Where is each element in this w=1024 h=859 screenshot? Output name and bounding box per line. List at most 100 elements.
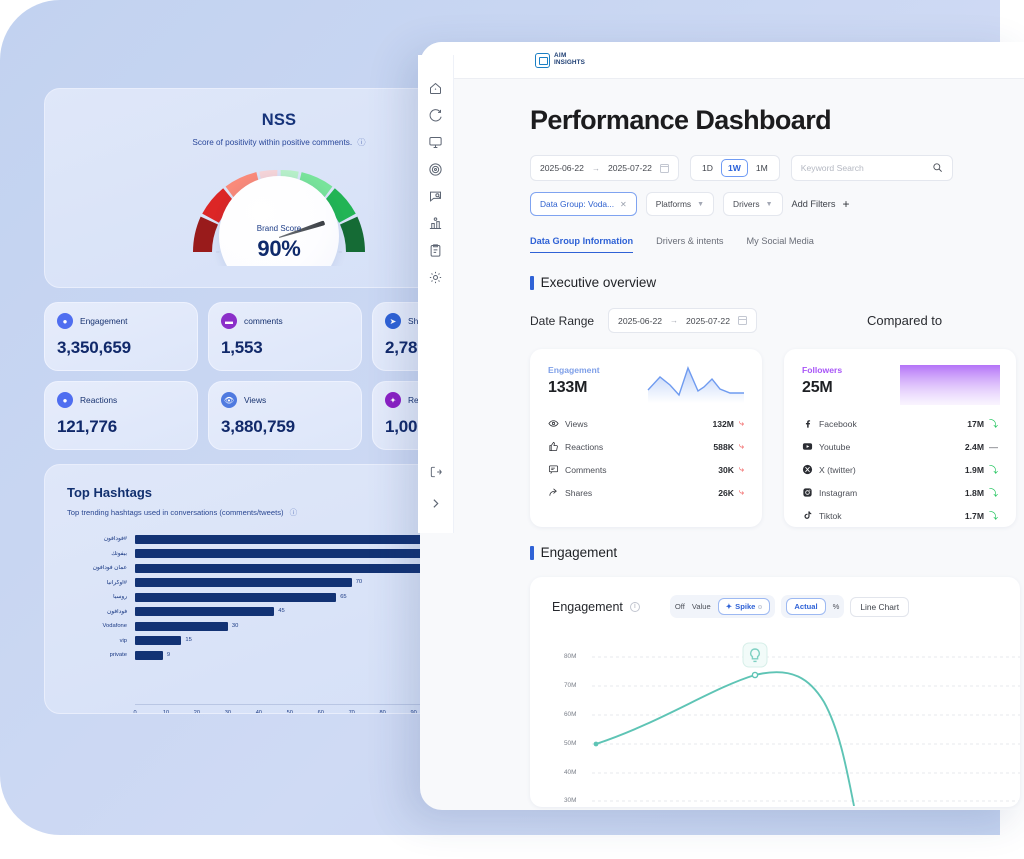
list-item[interactable]: X (twitter) 1.9M ⤵ xyxy=(802,458,998,481)
metric-tile-views[interactable]: 👁 Views 3,880,759 xyxy=(208,381,362,450)
info-icon[interactable]: ⓘ xyxy=(289,508,298,517)
bar-track: 30 xyxy=(135,619,491,634)
control-off[interactable]: Off xyxy=(674,602,685,611)
bar-fill[interactable] xyxy=(135,549,445,558)
add-filters-label: Add Filters xyxy=(791,199,836,209)
home-icon[interactable] xyxy=(425,77,447,99)
date-arrow: → xyxy=(591,163,600,173)
chevron-down-icon[interactable]: ▼ xyxy=(697,200,705,208)
metric-tile-reactions[interactable]: ● Reactions 121,776 xyxy=(44,381,198,450)
bar-fill[interactable] xyxy=(135,636,182,645)
trend-down-icon: ⤷ xyxy=(738,487,744,497)
calendar-icon[interactable] xyxy=(737,316,748,325)
list-item[interactable]: Reactions 588K ⤷ xyxy=(548,435,744,458)
calendar-icon[interactable] xyxy=(659,163,670,173)
engagement-line-chart: 80M 70M 60M 50M 40M 30M xyxy=(552,636,1020,807)
chip-drivers[interactable]: Drivers ▼ xyxy=(723,192,783,216)
gear-icon[interactable] xyxy=(425,266,447,288)
overview-date-end[interactable]: 2025-07-22 xyxy=(686,315,730,326)
info-icon[interactable]: ⓘ xyxy=(357,138,366,147)
control-value[interactable]: Value xyxy=(691,602,711,611)
range-option-1w[interactable]: 1W xyxy=(720,159,748,177)
date-arrow: → xyxy=(670,316,679,325)
bar-fill[interactable] xyxy=(135,607,275,616)
chip-data-group-label: Data Group: Voda... xyxy=(540,199,615,209)
chip-data-group[interactable]: Data Group: Voda... ✕ xyxy=(530,192,637,216)
date-end[interactable]: 2025-07-22 xyxy=(607,163,652,173)
metric-label: Reactions xyxy=(80,395,118,405)
list-item[interactable]: Tiktok 1.7M ⤵ xyxy=(802,504,998,527)
plus-icon[interactable]: + xyxy=(842,197,850,211)
list-item[interactable]: Facebook 17M ⤵ xyxy=(802,412,998,435)
add-filters-button[interactable]: Add Filters + xyxy=(792,197,850,211)
chart-type-select[interactable]: Line Chart xyxy=(850,596,910,617)
metric-head: 👁 Views xyxy=(221,392,349,408)
metric-tile-engagement[interactable]: ● Engagement 3,350,659 xyxy=(44,302,198,371)
bar-fill[interactable] xyxy=(135,592,337,602)
search-input[interactable]: Keyword Search xyxy=(790,155,953,181)
trend-up-icon: ⤵ xyxy=(988,511,998,521)
date-start[interactable]: 2025-06-22 xyxy=(540,163,584,173)
chevron-right-icon[interactable] xyxy=(425,492,447,514)
range-segmented-control[interactable]: 1D 1W 1M xyxy=(689,155,780,181)
spike-icon: ✦ xyxy=(725,602,733,611)
list-item[interactable]: Views 132M ⤷ xyxy=(548,412,744,435)
overview-date-start[interactable]: 2025-06-22 xyxy=(618,315,663,326)
metric-value: 121,776 xyxy=(57,417,118,436)
trend-up-icon: ⤵ xyxy=(988,419,998,429)
list-item-name: Instagram xyxy=(819,487,858,498)
actual-percent-group[interactable]: Actual % xyxy=(781,595,845,618)
bar-fill[interactable] xyxy=(135,650,163,660)
list-item[interactable]: Shares 26K ⤷ xyxy=(548,481,744,504)
app-topbar: AIM INSIGHTS xyxy=(420,42,1024,79)
bar-fill[interactable] xyxy=(135,578,352,587)
overview-date-range-picker[interactable]: 2025-06-22 → 2025-07-22 xyxy=(608,308,757,333)
rail-bottom-group xyxy=(418,461,453,519)
refresh-icon[interactable] xyxy=(425,104,447,126)
logout-icon[interactable] xyxy=(425,461,447,483)
info-icon[interactable]: i xyxy=(629,601,640,612)
reach-icon: ✦ xyxy=(385,392,401,408)
control-actual-button[interactable]: Actual xyxy=(786,598,826,615)
metric-tile-comments[interactable]: ▬ comments 1,553 xyxy=(208,302,362,371)
close-icon[interactable]: ✕ xyxy=(620,199,627,209)
control-spike-button[interactable]: ✦ Spike xyxy=(717,598,771,615)
bar-category-label: روسيا xyxy=(113,594,127,601)
chat-search-icon[interactable] xyxy=(425,185,447,207)
tab-drivers-intents[interactable]: Drivers & intents xyxy=(656,236,724,246)
bar-fill[interactable] xyxy=(135,563,430,573)
x-tick-label: 50 xyxy=(286,710,293,714)
monitor-feedback-icon[interactable] xyxy=(425,131,447,153)
metric-label: Views xyxy=(244,395,267,405)
range-option-1m[interactable]: 1M xyxy=(755,163,768,173)
date-range-picker[interactable]: 2025-06-22 → 2025-07-22 xyxy=(530,155,679,181)
list-item[interactable]: Comments 30K ⤷ xyxy=(548,458,744,481)
search-icon[interactable] xyxy=(932,162,943,175)
date-range-row: Date Range 2025-06-22 → 2025-07-22 Compa… xyxy=(530,308,1024,333)
list-item[interactable]: Youtube 2.4M — xyxy=(802,435,998,458)
tab-data-group-information[interactable]: Data Group Information xyxy=(530,236,634,253)
list-item-name: Facebook xyxy=(819,418,857,429)
tiktok-icon xyxy=(802,510,819,521)
bar-value-label: 45 xyxy=(278,608,285,614)
bar-row: #فودافون xyxy=(67,532,491,547)
chevron-down-icon[interactable]: ▼ xyxy=(765,200,773,208)
clipboard-icon[interactable] xyxy=(425,239,447,261)
tab-my-social-media[interactable]: My Social Media xyxy=(746,236,814,246)
control-percent[interactable]: % xyxy=(832,602,840,611)
bar-track: 15 xyxy=(135,634,491,649)
aim-insights-logo-icon[interactable]: AIM INSIGHTS xyxy=(535,52,585,68)
engagement-summary-card: Engagement 133M Views 132M ⤷ xyxy=(530,349,762,527)
bar-fill[interactable] xyxy=(135,534,485,544)
bar-category-label: بيفوتك xyxy=(111,550,127,557)
spike-toggle-group[interactable]: Off Value ✦ Spike xyxy=(669,595,776,618)
bar-fill[interactable] xyxy=(135,621,228,631)
trend-flat-icon: — xyxy=(989,441,998,452)
x-tick-label: 30 xyxy=(224,710,231,714)
chip-platforms[interactable]: Platforms ▼ xyxy=(645,192,715,216)
range-option-1d[interactable]: 1D xyxy=(701,163,713,173)
list-item[interactable]: Instagram 1.8M ⤵ xyxy=(802,481,998,504)
target-icon[interactable] xyxy=(425,158,447,180)
analytics-bar-icon[interactable] xyxy=(425,212,447,234)
metric-head: ● Reactions xyxy=(57,392,185,408)
